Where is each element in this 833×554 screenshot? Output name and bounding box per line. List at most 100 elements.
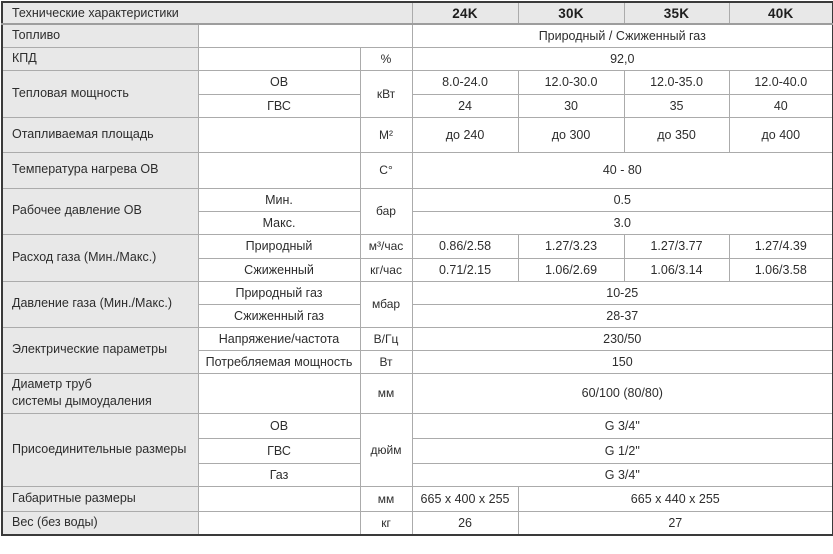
row-label-fuel: Топливо	[1, 23, 199, 48]
weight-24k: 26	[411, 510, 519, 536]
gasflow-lpg-35k: 1.06/3.14	[623, 257, 730, 282]
power-ov-35k: 12.0-35.0	[623, 69, 730, 95]
empty-cell	[197, 510, 361, 536]
model-header-24k: 24K	[411, 1, 519, 25]
connections-gvs-value: G 1/2"	[411, 437, 833, 464]
power-ov-sub: ОВ	[197, 69, 361, 95]
power-gvs-30k: 30	[517, 93, 625, 118]
row-connections-ov: Присоединительные размеры ОВ дюйм G 3/4"	[1, 412, 833, 487]
row-electrical-voltage: Электрические параметры Напряжение/часто…	[1, 326, 833, 374]
gaspressure-lpg-value: 28-37	[411, 303, 833, 328]
gaspressure-lpg-sub: Сжиженный газ	[197, 303, 361, 328]
row-kpd: КПД % 92,0	[1, 46, 833, 71]
row-label-kpd: КПД	[1, 46, 199, 71]
row-connections-gvs: ГВС G 1/2"	[2, 437, 833, 464]
gaspressure-natural-sub: Природный газ	[197, 280, 361, 305]
row-label-connections: Присоединительные размеры	[1, 412, 199, 487]
area-35k: до 350	[623, 116, 730, 153]
pressure-max-sub: Макс.	[197, 210, 361, 235]
gasflow-lpg-40k: 1.06/3.58	[728, 257, 833, 282]
gasflow-lpg-unit: кг/час	[359, 257, 413, 282]
row-label-area: Отапливаемая площадь	[1, 116, 199, 153]
row-label-weight: Вес (без воды)	[1, 510, 199, 536]
row-label-temp: Температура нагрева ОВ	[1, 151, 199, 189]
row-electrical-consumption: Потребляемая мощность Вт 150	[2, 349, 833, 374]
row-label-flue: Диаметр труб системы дымоудаления	[1, 372, 199, 414]
power-gvs-24k: 24	[411, 93, 519, 118]
power-gvs-35k: 35	[623, 93, 730, 118]
row-label-gasflow: Расход газа (Мин./Макс.)	[1, 233, 199, 282]
row-area: Отапливаемая площадь М² до 240 до 300 до…	[1, 116, 833, 153]
electrical-voltage-unit: В/Гц	[359, 326, 413, 351]
row-gaspressure-lpg: Сжиженный газ 28-37	[2, 303, 833, 328]
electrical-voltage-sub: Напряжение/частота	[197, 326, 361, 351]
area-24k: до 240	[411, 116, 519, 153]
connections-unit: дюйм	[359, 412, 413, 487]
connections-ov-value: G 3/4"	[411, 412, 833, 439]
dimensions-rest: 665 x 440 x 255	[517, 485, 833, 512]
fuel-value: Природный / Сжиженный газ	[411, 23, 833, 48]
row-weight: Вес (без воды) кг 26 27	[1, 510, 833, 536]
row-power-gvs: ГВС 24 30 35 40	[2, 93, 833, 118]
empty-cell	[197, 116, 361, 153]
gasflow-natural-35k: 1.27/3.77	[623, 233, 730, 259]
dimensions-unit: мм	[359, 485, 413, 512]
row-temp: Температура нагрева ОВ C° 40 - 80	[1, 151, 833, 189]
pressure-unit: бар	[359, 187, 413, 235]
model-header-30k: 30K	[517, 1, 625, 25]
flue-value: 60/100 (80/80)	[411, 372, 833, 414]
connections-ov-sub: ОВ	[197, 412, 361, 439]
gaspressure-natural-value: 10-25	[411, 280, 833, 305]
temp-value: 40 - 80	[411, 151, 833, 189]
pressure-max-value: 3.0	[411, 210, 833, 235]
gasflow-natural-40k: 1.27/4.39	[728, 233, 833, 259]
area-30k: до 300	[517, 116, 625, 153]
connections-gas-sub: Газ	[197, 462, 361, 487]
row-pressure-min: Рабочее давление ОВ Мин. бар 0.5	[1, 187, 833, 235]
power-gvs-sub: ГВС	[197, 93, 361, 118]
pressure-min-sub: Мин.	[197, 187, 361, 212]
dimensions-24k: 665 x 400 x 255	[411, 485, 519, 512]
row-gasflow-lpg: Сжиженный кг/час 0.71/2.15 1.06/2.69 1.0…	[2, 257, 833, 282]
row-label-pressure: Рабочее давление ОВ	[1, 187, 199, 235]
gaspressure-unit: мбар	[359, 280, 413, 328]
gasflow-natural-sub: Природный	[197, 233, 361, 259]
row-gaspressure-natural: Давление газа (Мин./Макс.) Природный газ…	[1, 280, 833, 328]
model-header-40k: 40K	[728, 1, 833, 25]
gasflow-natural-24k: 0.86/2.58	[411, 233, 519, 259]
model-header-35k: 35K	[623, 1, 730, 25]
gasflow-natural-30k: 1.27/3.23	[517, 233, 625, 259]
connections-gas-value: G 3/4"	[411, 462, 833, 487]
power-ov-40k: 12.0-40.0	[728, 69, 833, 95]
table-title: Технические характеристики	[1, 1, 413, 25]
gasflow-lpg-24k: 0.71/2.15	[411, 257, 519, 282]
row-flue: Диаметр труб системы дымоудаления мм 60/…	[1, 372, 833, 414]
row-dimensions: Габаритные размеры мм 665 x 400 x 255 66…	[1, 485, 833, 512]
row-label-electrical: Электрические параметры	[1, 326, 199, 374]
kpd-unit: %	[359, 46, 413, 71]
empty-cell	[197, 23, 413, 48]
empty-cell	[197, 151, 361, 189]
empty-cell	[197, 485, 361, 512]
temp-unit: C°	[359, 151, 413, 189]
weight-rest: 27	[517, 510, 833, 536]
row-gasflow-natural: Расход газа (Мин./Макс.) Природный м³/ча…	[1, 233, 833, 282]
row-label-dimensions: Габаритные размеры	[1, 485, 199, 512]
area-40k: до 400	[728, 116, 833, 153]
row-fuel: Топливо Природный / Сжиженный газ	[1, 23, 833, 48]
row-label-gaspressure: Давление газа (Мин./Макс.)	[1, 280, 199, 328]
flue-unit: мм	[359, 372, 413, 414]
gasflow-lpg-sub: Сжиженный	[197, 257, 361, 282]
gasflow-natural-unit: м³/час	[359, 233, 413, 259]
connections-gvs-sub: ГВС	[197, 437, 361, 464]
power-ov-24k: 8.0-24.0	[411, 69, 519, 95]
pressure-min-value: 0.5	[411, 187, 833, 212]
empty-cell	[197, 372, 361, 414]
table-header-row: Технические характеристики 24K 30K 35K 4…	[1, 1, 833, 25]
power-unit: кВт	[359, 69, 413, 118]
row-label-power: Тепловая мощность	[1, 69, 199, 118]
electrical-consumption-value: 150	[411, 349, 833, 374]
row-connections-gas: Газ G 3/4"	[2, 462, 833, 487]
spec-table: Технические характеристики 24K 30K 35K 4…	[1, 1, 833, 536]
